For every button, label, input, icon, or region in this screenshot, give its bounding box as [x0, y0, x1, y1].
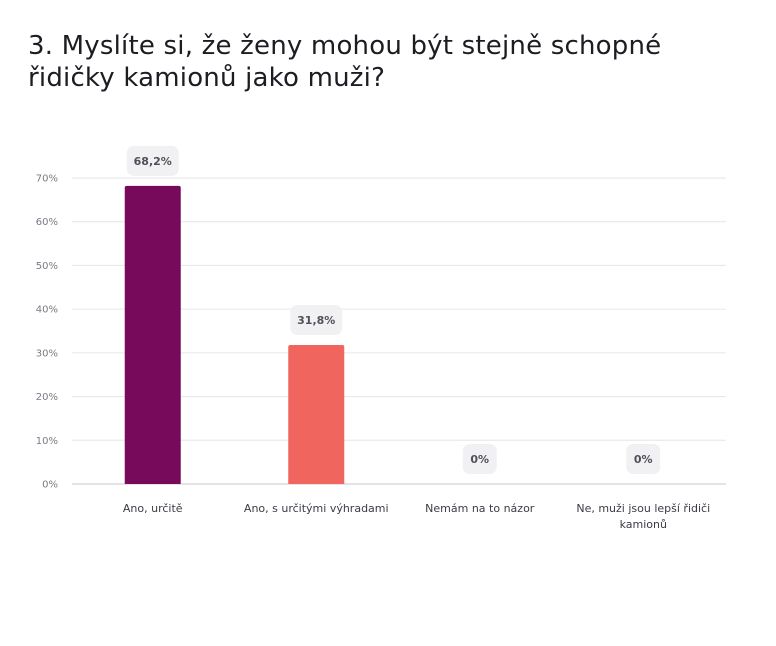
- data-label-badge: [126, 145, 179, 176]
- x-tick-label: Ano, s určitými výhradami: [244, 502, 389, 515]
- chart-title: 3. Myslíte si, že ženy mohou být stejně …: [28, 31, 662, 93]
- data-label: 0%: [470, 453, 489, 466]
- y-tick-label: 70%: [36, 174, 58, 185]
- x-tick-label: Ano, určitě: [123, 502, 183, 515]
- data-label-badge: [462, 444, 497, 474]
- data-label-badge: [290, 304, 343, 335]
- y-tick-label: 40%: [36, 305, 58, 316]
- bar[interactable]: [288, 344, 345, 484]
- data-label-badge: [626, 444, 661, 474]
- x-tick-label: Nemám na to názor: [425, 502, 535, 515]
- bar[interactable]: [124, 185, 181, 484]
- x-tick-label-line: kamionů: [620, 518, 667, 531]
- x-tick-label-line: Ano, určitě: [123, 502, 183, 515]
- y-tick-label: 50%: [36, 261, 58, 272]
- y-tick-label: 0%: [42, 480, 58, 491]
- data-label: 68,2%: [134, 155, 172, 168]
- data-label: 31,8%: [297, 314, 335, 327]
- y-tick-label: 30%: [36, 348, 58, 359]
- x-tick-label-line: Ne, muži jsou lepší řidiči: [576, 502, 710, 515]
- y-tick-label: 20%: [36, 392, 58, 403]
- x-tick-label: Ne, muži jsou lepší řidiči kamionů: [576, 502, 710, 531]
- data-label: 0%: [634, 453, 653, 466]
- y-tick-label: 60%: [36, 217, 58, 228]
- x-tick-label-line: Nemám na to názor: [425, 502, 535, 515]
- x-tick-label-line: Ano, s určitými výhradami: [244, 502, 389, 515]
- y-tick-label: 10%: [36, 436, 58, 447]
